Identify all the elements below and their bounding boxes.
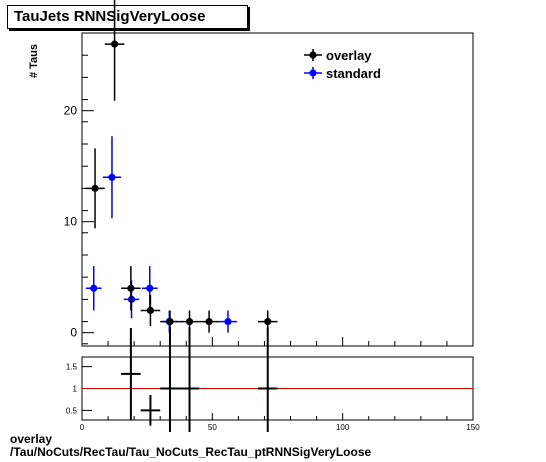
ratio-y-tick-label: 1.5	[66, 363, 78, 372]
main-data-marks	[85, 0, 278, 333]
overlay-marker	[91, 184, 99, 192]
legend-standard-marker	[309, 69, 317, 77]
legend-overlay-marker	[309, 51, 317, 59]
ratio-x-tick-label: 150	[466, 423, 480, 432]
legend-standard-label: standard	[326, 66, 381, 81]
main-plot-frame	[81, 32, 474, 347]
main-axes: 0 10 20	[64, 54, 474, 346]
main-y-tick-label: 20	[64, 104, 78, 118]
legend: overlay standard	[304, 48, 381, 81]
overlay-marker	[264, 317, 272, 326]
standard-marker	[146, 284, 154, 292]
overlay-marker	[110, 40, 119, 48]
ratio-y-tick-label: 1	[73, 385, 78, 394]
standard-point	[85, 266, 102, 311]
ratio-x-tick-label: 50	[208, 423, 217, 432]
ratio-axes: 0.5 1 1.5 0 50 100 150	[66, 363, 480, 432]
legend-overlay-label: overlay	[326, 48, 372, 63]
ratio-x-tick-label: 0	[80, 423, 85, 432]
overlay-marker	[127, 284, 135, 292]
ratio-point	[121, 327, 141, 420]
overlay-point	[179, 310, 200, 333]
standard-marker	[224, 317, 232, 326]
ratio-y-tick-label: 0.5	[66, 406, 78, 415]
footer-caption: overlay /Tau/NoCuts/RecTau/Tau_NoCuts_Re…	[10, 433, 371, 459]
ratio-data-marks	[121, 327, 278, 432]
standard-point	[218, 310, 238, 333]
main-y-tick-label: 10	[64, 215, 78, 229]
overlay-point	[140, 294, 161, 327]
chart-title: TauJets RNNSigVeryLoose	[14, 8, 206, 25]
footer-line-2: /Tau/NoCuts/RecTau/Tau_NoCuts_RecTau_ptR…	[10, 445, 372, 459]
ratio-point	[257, 327, 278, 432]
overlay-marker	[166, 317, 174, 326]
standard-point	[102, 136, 122, 219]
main-y-tick-label: 0	[70, 326, 77, 340]
overlay-point	[199, 310, 219, 333]
overlay-point	[121, 266, 141, 311]
overlay-point	[104, 0, 125, 101]
ratio-point	[179, 327, 200, 432]
chart-canvas: 0 10 20 0.5 1 1.5 0 50 100 150 overlay standard #…	[28, 0, 480, 432]
standard-marker	[90, 284, 98, 292]
overlay-point	[85, 148, 105, 229]
ratio-x-tick-label: 100	[336, 423, 350, 432]
footer-line-1: overlay	[10, 432, 53, 446]
overlay-marker	[146, 306, 155, 315]
overlay-marker	[185, 317, 194, 326]
ratio-point	[140, 395, 161, 426]
overlay-marker	[205, 317, 213, 326]
ratio-point	[160, 327, 180, 432]
standard-marker	[108, 173, 116, 181]
chart-title-box: TauJets RNNSigVeryLoose	[7, 5, 248, 29]
y-axis-label: # Taus	[28, 44, 40, 78]
